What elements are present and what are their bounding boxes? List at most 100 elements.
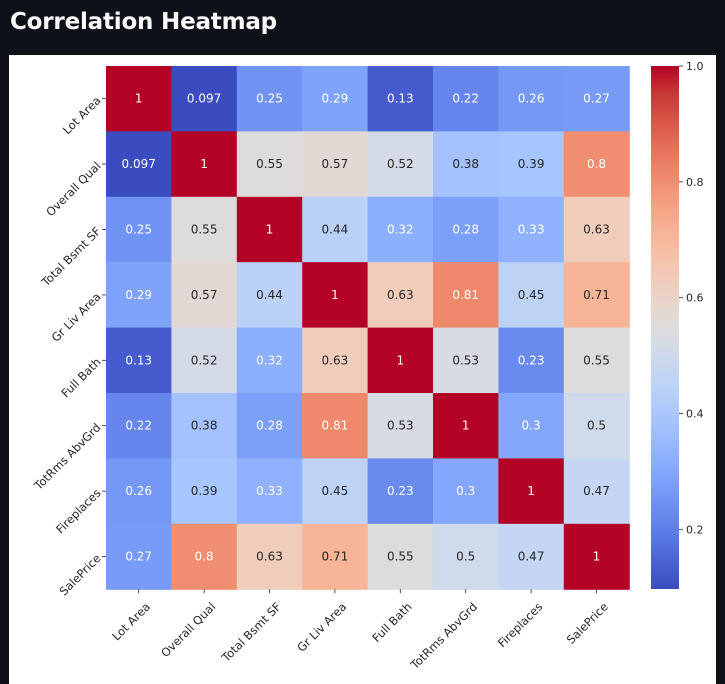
cell-annotation: 0.47: [583, 484, 610, 498]
heatmap-cell: [236, 131, 303, 198]
heatmap-cells: [106, 66, 630, 590]
colorbar: 0.2 0.4 0.6 0.8 1.0: [651, 60, 704, 589]
heatmap-cell: [563, 327, 630, 394]
y-tick-label: Gr Liv Area: [49, 290, 104, 345]
heatmap-cell: [171, 66, 238, 132]
cell-annotation: 0.63: [583, 223, 610, 237]
cell-annotation: 0.32: [387, 223, 414, 237]
cell-annotation: 0.22: [452, 92, 479, 106]
cell-annotation: 0.44: [322, 223, 349, 237]
cell-annotation: 0.47: [518, 550, 545, 564]
heatmap-cell: [563, 66, 630, 132]
cell-annotation: 0.55: [583, 353, 610, 367]
heatmap-cell: [106, 196, 172, 263]
heatmap-cell: [367, 523, 434, 590]
cell-annotation: 0.57: [322, 157, 349, 171]
cell-annotation: 0.29: [322, 92, 349, 106]
cell-annotation: 1: [396, 353, 404, 367]
page-title: Correlation Heatmap: [10, 9, 277, 35]
heatmap-cell: [498, 66, 565, 132]
heatmap-cell: [302, 327, 369, 394]
heatmap-cell: [236, 458, 303, 525]
heatmap-cell: [302, 523, 369, 590]
colorbar-gradient: [651, 66, 679, 589]
heatmap-cell: [433, 196, 499, 263]
cell-annotation: 0.81: [452, 288, 479, 302]
heatmap-cell: [171, 262, 238, 329]
heatmap-cell: [563, 458, 630, 525]
colorbar-tick-label: 0.8: [686, 176, 704, 189]
heatmap-cell: [302, 131, 369, 198]
cell-annotation: 0.63: [387, 288, 414, 302]
cell-annotation: 0.44: [256, 288, 283, 302]
cell-annotation: 1: [462, 419, 470, 433]
cell-annotation: 0.26: [125, 484, 152, 498]
cell-annotation: 0.55: [191, 223, 218, 237]
cell-annotation: 0.25: [125, 223, 152, 237]
cell-annotation: 0.55: [256, 157, 283, 171]
cell-annotation: 0.23: [387, 484, 414, 498]
heatmap-cell: [498, 393, 565, 459]
heatmap-cell: [171, 196, 238, 263]
heatmap-cell: [236, 196, 303, 263]
cell-annotation: 0.57: [191, 288, 218, 302]
heatmap-cell: [302, 66, 369, 132]
cell-annotation: 0.52: [387, 157, 414, 171]
cell-annotation: 1: [331, 288, 339, 302]
y-tick-label: Overall Qual: [43, 159, 103, 219]
heatmap-cell: [302, 196, 369, 263]
heatmap-cell: [106, 131, 172, 198]
heatmap-cell: [498, 196, 565, 263]
cell-annotation: 0.33: [256, 484, 283, 498]
heatmap-cell: [433, 66, 499, 132]
x-tick-label: TotRms AbvGrd: [407, 600, 480, 673]
cell-annotation: 0.45: [322, 484, 349, 498]
heatmap-chart: 1 0.097 0.25 0.29 0.13 0.22 0.26 0.27 0.097 1 0.55…: [31, 60, 704, 673]
heatmap-cell: [106, 66, 172, 132]
cell-annotation: 0.28: [256, 419, 283, 433]
cell-annotation: 0.53: [452, 353, 479, 367]
heatmap-cell: [106, 523, 172, 590]
heatmap-cell: [563, 131, 630, 198]
cell-annotation: 0.097: [122, 157, 156, 171]
y-tick-label: Total Bsmt SF: [38, 224, 104, 290]
x-tick-label: Fireplaces: [495, 600, 546, 651]
heatmap-cell: [367, 196, 434, 263]
cell-annotation: 0.8: [195, 550, 214, 564]
cell-annotation: 0.23: [518, 353, 545, 367]
heatmap-cell: [236, 66, 303, 132]
y-tick-label: Fireplaces: [53, 486, 104, 537]
cell-annotation: 0.27: [125, 550, 152, 564]
heatmap-cell: [367, 131, 434, 198]
heatmap-cell: [171, 523, 238, 590]
cell-annotation: 0.45: [518, 288, 545, 302]
cell-annotation: 0.33: [518, 223, 545, 237]
cell-annotation: 0.63: [322, 353, 349, 367]
cell-annotation: 0.38: [452, 157, 479, 171]
heatmap-cell: [433, 327, 499, 394]
cell-annotation: 0.25: [256, 92, 283, 106]
heatmap-cell: [367, 458, 434, 525]
cell-annotation: 0.097: [187, 92, 221, 106]
heatmap-cell: [302, 262, 369, 329]
heatmap-cell: [367, 66, 434, 132]
heatmap-cell: [236, 327, 303, 394]
colorbar-tick-label: 0.6: [686, 292, 704, 305]
heatmap-cell: [106, 393, 172, 459]
heatmap-figure: 1 0.097 0.25 0.29 0.13 0.22 0.26 0.27 0.097 1 0.55…: [9, 55, 716, 684]
y-tick-label: Full Bath: [58, 355, 103, 400]
cell-annotation: 0.39: [191, 484, 218, 498]
heatmap-cell: [433, 262, 499, 329]
cell-annotation: 0.52: [191, 353, 218, 367]
x-tick-label: Total Bsmt SF: [218, 600, 284, 666]
cell-annotation: 0.13: [387, 92, 414, 106]
cell-annotation: 1: [266, 223, 274, 237]
x-tick-label: Overall Qual: [158, 600, 218, 660]
heatmap-cell: [563, 196, 630, 263]
heatmap-cell: [171, 131, 238, 198]
heatmap-cell: [236, 262, 303, 329]
heatmap-annotations: 1 0.097 0.25 0.29 0.13 0.22 0.26 0.27 0.097 1 0.55…: [122, 92, 610, 564]
heatmap-cell: [433, 523, 499, 590]
heatmap-cell: [106, 327, 172, 394]
cell-annotation: 1: [593, 550, 601, 564]
